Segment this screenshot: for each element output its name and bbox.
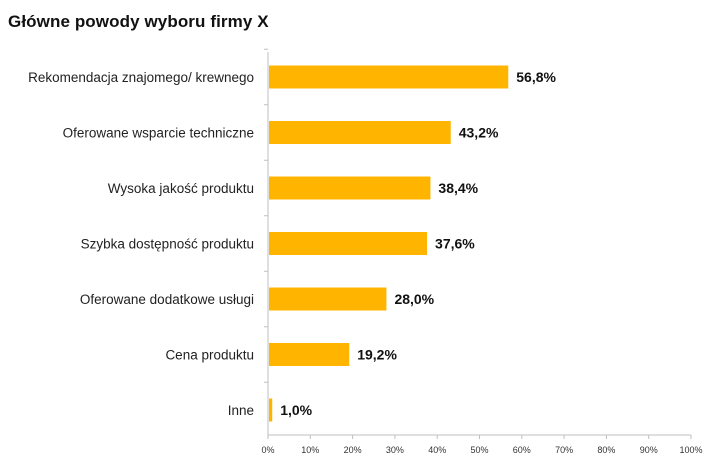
category-label: Oferowane dodatkowe usługi [80, 292, 254, 307]
bar [269, 343, 350, 366]
x-tick-label: 30% [386, 445, 404, 455]
category-label: Inne [228, 403, 254, 418]
chart-title: Główne powody wyboru firmy X [8, 12, 269, 31]
bar [269, 287, 387, 311]
category-label: Szybka dostępność produktu [81, 237, 254, 252]
bar [269, 176, 431, 200]
x-tick-label: 60% [513, 445, 531, 455]
data-label: 19,2% [357, 347, 397, 363]
bar [269, 232, 428, 255]
data-label: 1,0% [280, 402, 312, 418]
x-tick-label: 90% [640, 445, 658, 455]
x-tick-label: 70% [555, 445, 573, 455]
data-label: 43,2% [459, 125, 499, 141]
x-tick-label: 80% [597, 445, 615, 455]
category-label: Oferowane wsparcie techniczne [63, 126, 254, 141]
x-tick-label: 100% [679, 445, 702, 455]
category-label: Rekomendacja znajomego/ krewnego [28, 70, 254, 85]
data-label: 28,0% [394, 291, 434, 307]
bar [269, 121, 451, 144]
bar [269, 398, 273, 422]
category-label: Cena produktu [165, 348, 254, 363]
x-tick-label: 50% [470, 445, 488, 455]
x-tick-label: 0% [261, 445, 274, 455]
data-label: 56,8% [516, 69, 556, 85]
data-label: 37,6% [435, 236, 475, 252]
category-label: Wysoka jakość produktu [108, 181, 254, 196]
x-tick-label: 20% [344, 445, 362, 455]
x-tick-label: 40% [428, 445, 446, 455]
bar [269, 65, 509, 89]
x-tick-label: 10% [301, 445, 319, 455]
data-label: 38,4% [438, 180, 478, 196]
